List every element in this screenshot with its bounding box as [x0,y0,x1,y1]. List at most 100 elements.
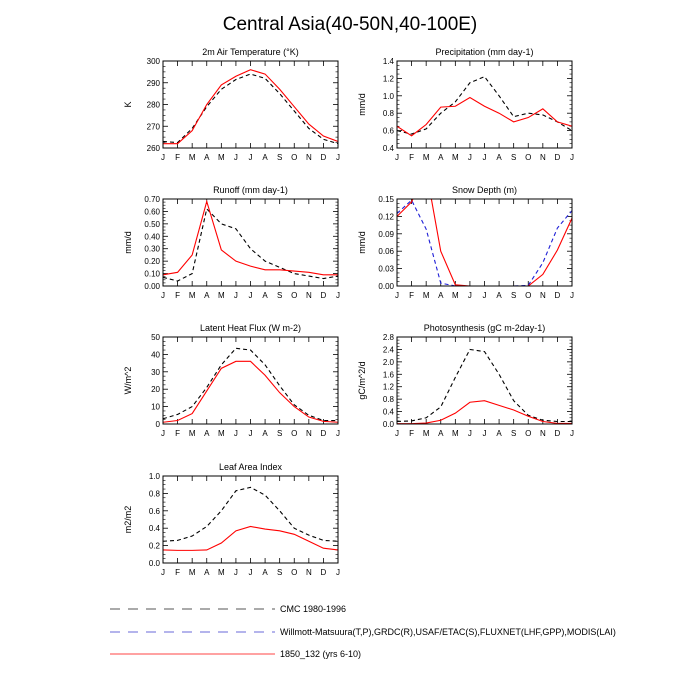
x-tick-label: N [540,291,546,300]
x-tick-label: N [306,568,312,577]
x-tick-label: M [218,568,225,577]
chart-title: Precipitation (mm day-1) [435,47,533,57]
x-tick-label: J [468,153,472,162]
plot-frame [396,60,573,149]
y-tick-label: 0.50 [144,220,160,229]
plot-frame [396,198,573,287]
y-tick-label: 0.6 [383,127,395,136]
y-tick-label: 0.40 [144,232,160,241]
legend-label: CMC 1980-1996 [280,604,346,614]
plot-frame [396,336,573,425]
x-tick-label: D [321,153,327,162]
y-tick-label: 10 [151,403,160,412]
x-tick-label: D [321,429,327,438]
x-tick-label: A [496,153,502,162]
x-tick-label: M [218,153,225,162]
legend-item-2: Willmott-Matsuura(T,P),GRDC(R),USAF/ETAC… [110,627,616,637]
y-axis-label: mm/d [357,231,367,254]
x-tick-label: O [525,291,531,300]
y-tick-label: 30 [151,368,160,377]
y-tick-label: 0.4 [383,144,395,153]
x-tick-label: M [452,291,459,300]
x-tick-label: D [555,291,561,300]
x-tick-label: S [277,568,282,577]
x-tick-label: J [336,429,340,438]
y-tick-label: 0.4 [383,408,395,417]
legend: CMC 1980-1996 Willmott-Matsuura(T,P),GRDC… [110,604,616,659]
series-line-black-dash [163,486,338,542]
series-line-black-dash [397,348,572,423]
x-tick-label: A [204,291,210,300]
x-tick-label: F [175,153,180,162]
series-line-black-dash [163,347,338,422]
x-tick-label: J [234,568,238,577]
x-tick-label: M [218,429,225,438]
x-tick-label: J [336,153,340,162]
x-tick-label: J [249,568,253,577]
series-line-red [397,199,572,286]
y-tick-label: 0.00 [144,282,160,291]
y-tick-label: 280 [147,101,161,110]
x-tick-label: S [511,429,516,438]
y-axis-label: m2/m2 [123,506,133,534]
x-tick-label: S [277,429,282,438]
y-axis-label: gC/m^2/d [357,361,367,399]
x-tick-label: J [483,291,487,300]
x-tick-label: A [204,568,210,577]
y-tick-label: 0 [156,420,161,429]
x-tick-label: N [306,291,312,300]
x-tick-label: M [189,568,196,577]
y-tick-label: 1.2 [383,383,395,392]
x-tick-label: S [511,291,516,300]
y-tick-label: 0.4 [149,524,161,533]
x-tick-label: M [189,429,196,438]
series-line-black-dash [397,75,572,135]
y-tick-label: 0.03 [378,265,394,274]
chart-panel-7: Leaf Area Index m2/m2 0.0 0.2 0.4 0.6 0.8 1.0 J F… [123,462,340,577]
x-tick-label: M [189,153,196,162]
y-tick-label: 0.0 [149,559,161,568]
y-tick-label: 0.70 [144,195,160,204]
y-axis-label: mm/d [123,231,133,254]
series-line-black-dash [163,73,338,145]
x-tick-label: O [525,153,531,162]
legend-item-3: 1850_132 (yrs 6-10) [110,649,361,659]
x-tick-label: O [525,429,531,438]
x-tick-label: D [555,429,561,438]
y-axis-label: K [123,101,133,107]
x-tick-label: D [321,291,327,300]
x-tick-label: J [570,291,574,300]
y-tick-label: 0.8 [383,395,395,404]
x-tick-label: J [336,291,340,300]
y-tick-label: 0.10 [144,270,160,279]
y-tick-label: 0.06 [378,247,394,256]
y-tick-label: 1.0 [149,472,161,481]
plot-frame [162,475,339,564]
x-tick-label: M [218,291,225,300]
x-tick-label: J [468,429,472,438]
chart-title: Latent Heat Flux (W m-2) [200,323,301,333]
y-axis-label: mm/d [357,93,367,116]
y-tick-label: 40 [151,350,160,359]
x-tick-label: J [234,291,238,300]
x-tick-label: J [395,291,399,300]
series-line-red [163,525,338,551]
y-tick-label: 50 [151,333,160,342]
x-tick-label: O [291,568,297,577]
x-tick-label: J [234,429,238,438]
x-tick-label: F [409,429,414,438]
chart-panel-1: 2m Air Temperature (°K) K 260 270 280 290 300 J… [123,47,340,162]
x-tick-label: A [262,153,268,162]
series-line-red [397,96,572,137]
x-tick-label: J [468,291,472,300]
x-tick-label: N [540,153,546,162]
chart-title: Photosynthesis (gC m-2day-1) [424,323,546,333]
x-tick-label: M [452,429,459,438]
x-tick-label: J [395,429,399,438]
x-tick-label: F [409,153,414,162]
y-tick-label: 0.60 [144,207,160,216]
y-tick-label: 300 [147,57,161,66]
x-tick-label: J [161,429,165,438]
x-tick-label: N [306,429,312,438]
